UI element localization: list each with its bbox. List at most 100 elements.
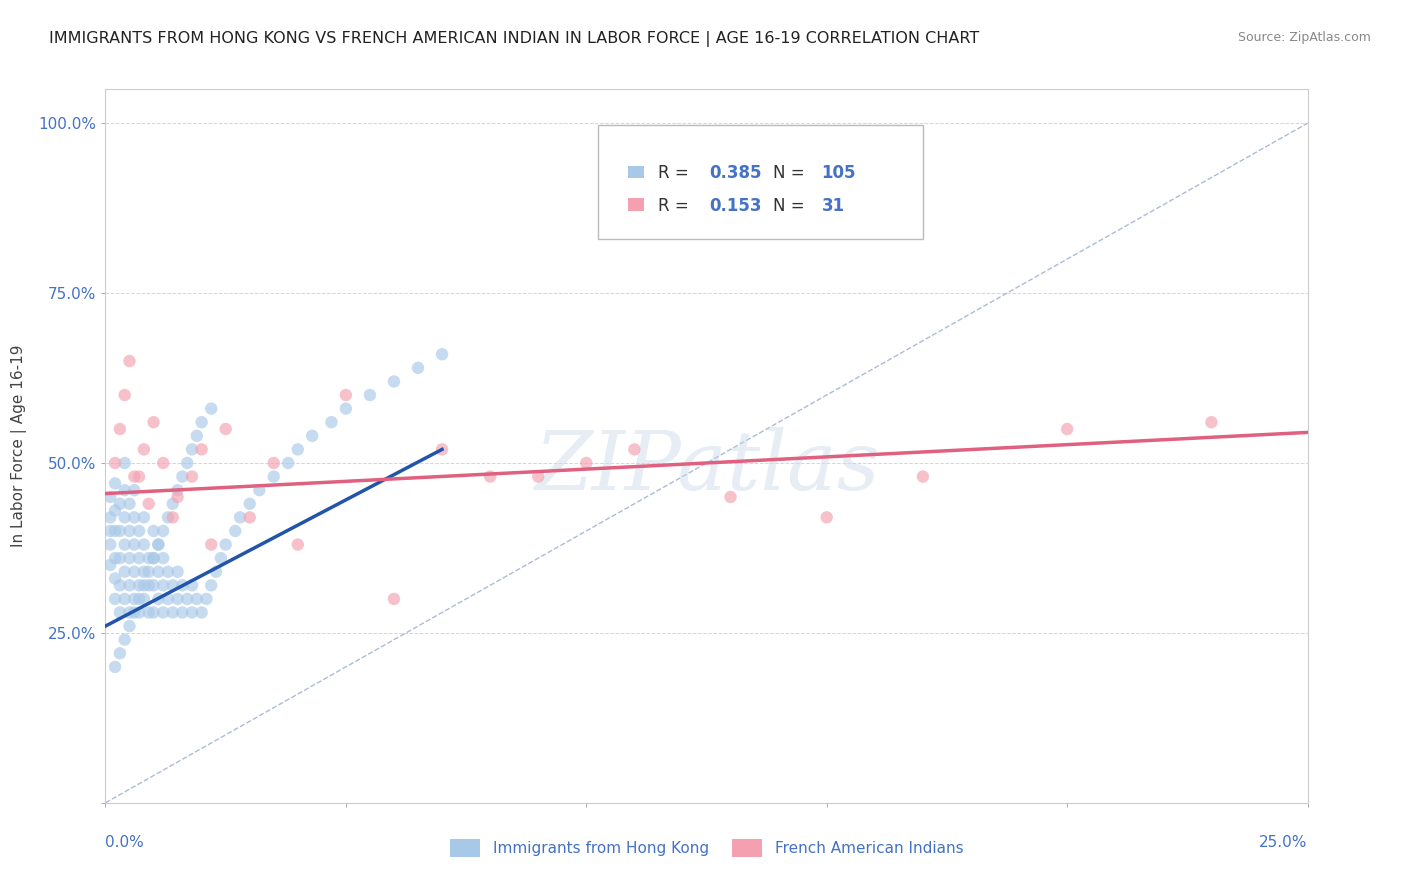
Point xyxy=(156,591,179,606)
Point xyxy=(114,565,136,579)
Point xyxy=(214,537,236,551)
Point xyxy=(166,490,188,504)
Point xyxy=(108,422,131,436)
Point xyxy=(152,524,174,538)
Point xyxy=(98,510,121,524)
Point xyxy=(195,591,218,606)
Point xyxy=(128,606,150,620)
Point xyxy=(205,565,228,579)
Point xyxy=(124,591,146,606)
Point xyxy=(239,497,262,511)
Point xyxy=(104,591,127,606)
Point xyxy=(142,415,165,429)
Point xyxy=(142,524,165,538)
Point xyxy=(287,442,309,457)
Point xyxy=(128,469,150,483)
Point xyxy=(124,510,146,524)
Point xyxy=(214,422,236,436)
Point xyxy=(166,483,188,498)
Point xyxy=(142,551,165,566)
Point xyxy=(124,483,146,498)
Point xyxy=(181,578,204,592)
Point xyxy=(138,551,160,566)
Point xyxy=(132,578,155,592)
Point xyxy=(148,591,170,606)
Text: N =: N = xyxy=(773,196,810,214)
Point xyxy=(209,551,232,566)
Point xyxy=(118,524,141,538)
Point xyxy=(321,415,343,429)
Point xyxy=(162,510,184,524)
Point xyxy=(104,551,127,566)
Point xyxy=(152,551,174,566)
Point xyxy=(118,497,141,511)
Point xyxy=(479,469,502,483)
Point xyxy=(162,497,184,511)
Point xyxy=(277,456,299,470)
Point xyxy=(406,360,429,375)
Point xyxy=(575,456,598,470)
Point xyxy=(911,469,934,483)
Point xyxy=(247,483,270,498)
Point xyxy=(118,578,141,592)
Point xyxy=(132,565,155,579)
Point xyxy=(186,429,208,443)
Point xyxy=(124,537,146,551)
Point xyxy=(263,456,285,470)
Point xyxy=(335,388,357,402)
Point xyxy=(359,388,381,402)
Point xyxy=(108,524,131,538)
Point xyxy=(239,510,262,524)
Point xyxy=(128,524,150,538)
Point xyxy=(263,469,285,483)
Point xyxy=(118,619,141,633)
Point xyxy=(382,375,405,389)
Point xyxy=(156,565,179,579)
Point xyxy=(132,510,155,524)
Point xyxy=(128,551,150,566)
Text: 31: 31 xyxy=(821,196,845,214)
Point xyxy=(114,591,136,606)
Point xyxy=(138,606,160,620)
Text: 0.385: 0.385 xyxy=(710,164,762,182)
Point xyxy=(128,578,150,592)
Point xyxy=(287,537,309,551)
Point xyxy=(142,551,165,566)
Point xyxy=(124,565,146,579)
Point xyxy=(430,442,453,457)
Point xyxy=(114,456,136,470)
Point xyxy=(166,591,188,606)
Point xyxy=(114,632,136,647)
Point xyxy=(98,558,121,572)
Point xyxy=(156,510,179,524)
Point xyxy=(172,578,194,592)
Point xyxy=(623,442,645,457)
Point xyxy=(104,456,127,470)
Point xyxy=(301,429,323,443)
Point xyxy=(98,490,121,504)
Point xyxy=(132,442,155,457)
Text: 105: 105 xyxy=(821,164,856,182)
Point xyxy=(181,606,204,620)
Point xyxy=(181,442,204,457)
FancyBboxPatch shape xyxy=(599,125,922,239)
Point xyxy=(104,503,127,517)
Point xyxy=(720,490,742,504)
Point xyxy=(114,388,136,402)
Point xyxy=(104,524,127,538)
Point xyxy=(108,606,131,620)
Text: ZIPatlas: ZIPatlas xyxy=(534,427,879,508)
Point xyxy=(172,469,194,483)
Text: IMMIGRANTS FROM HONG KONG VS FRENCH AMERICAN INDIAN IN LABOR FORCE | AGE 16-19 C: IMMIGRANTS FROM HONG KONG VS FRENCH AMER… xyxy=(49,31,980,47)
Point xyxy=(176,456,198,470)
Point xyxy=(128,591,150,606)
Point xyxy=(124,469,146,483)
Text: R =: R = xyxy=(658,164,695,182)
Point xyxy=(98,537,121,551)
Point xyxy=(229,510,252,524)
Point xyxy=(108,497,131,511)
Point xyxy=(104,476,127,491)
Point xyxy=(138,565,160,579)
Point xyxy=(335,401,357,416)
Point xyxy=(104,572,127,586)
